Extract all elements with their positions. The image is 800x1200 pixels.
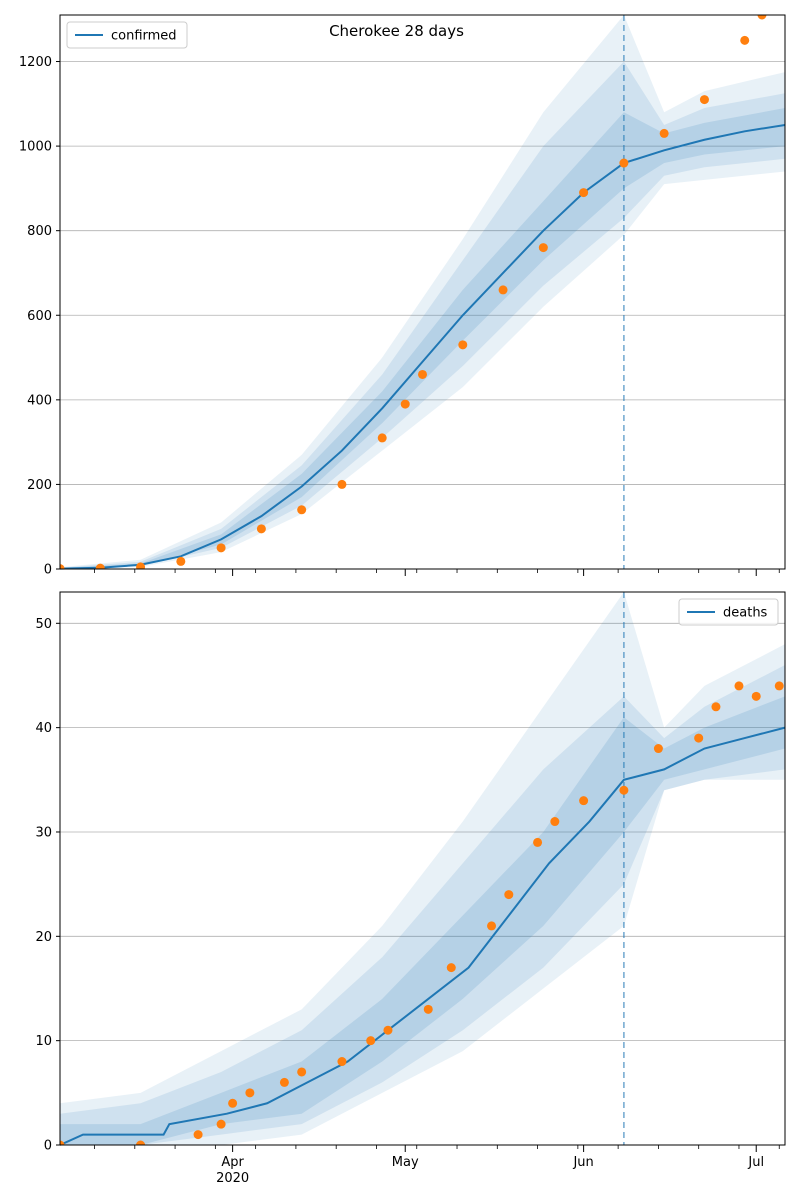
- y-tick-label: 10: [35, 1034, 52, 1049]
- observed-point: [579, 796, 589, 806]
- observed-point: [653, 744, 663, 754]
- observed-point: [694, 733, 704, 743]
- observed-point: [297, 505, 307, 515]
- model-line: [59, 123, 786, 570]
- observed-point: [498, 285, 508, 295]
- observed-point: [60, 564, 65, 569]
- observed-series: [60, 681, 784, 1145]
- observed-point: [279, 1077, 289, 1087]
- y-tick-label: 20: [35, 930, 52, 945]
- observed-point: [504, 890, 514, 900]
- observed-point: [366, 1036, 376, 1046]
- x-tick-label: Apr: [221, 1155, 244, 1170]
- observed-point: [337, 1057, 347, 1067]
- y-tick-label: 200: [27, 478, 52, 493]
- observed-series: [60, 15, 767, 569]
- observed-point: [400, 399, 410, 409]
- legend-box: [66, 21, 188, 49]
- legend-label: deaths: [723, 606, 768, 621]
- observed-point: [136, 1140, 146, 1145]
- model-line: [59, 726, 786, 1146]
- observed-point: [579, 188, 589, 198]
- legend-label: confirmed: [111, 29, 177, 44]
- observed-point: [423, 1004, 433, 1014]
- observed-point: [228, 1098, 238, 1108]
- y-tick-label: 50: [35, 617, 52, 632]
- uncertainty-band: [60, 15, 785, 569]
- observed-point: [533, 837, 543, 847]
- confirmed-chart-panel: 0 200 400 600 800 1000 1200 Cherokee 28 days con…: [19, 14, 786, 578]
- observed-point: [383, 1025, 393, 1035]
- observed-point: [245, 1088, 255, 1098]
- x-year-label: 2020: [216, 1171, 249, 1186]
- observed-point: [734, 681, 744, 691]
- observed-point: [193, 1130, 203, 1140]
- chart-title: Cherokee 28 days: [329, 22, 464, 40]
- observed-point: [774, 681, 784, 691]
- observed-point: [757, 15, 767, 20]
- observed-point: [550, 817, 560, 827]
- x-tick-label: May: [392, 1155, 419, 1170]
- observed-point: [659, 128, 669, 138]
- y-tick-label: 1200: [19, 55, 52, 70]
- observed-point: [216, 543, 226, 553]
- y-tick-label: 400: [27, 393, 52, 408]
- uncertainty-band: [60, 592, 785, 1145]
- observed-point: [751, 691, 761, 701]
- observed-point: [418, 369, 427, 379]
- observed-point: [377, 433, 387, 443]
- y-tick-label: 800: [27, 224, 52, 239]
- uncertainty-band: [60, 696, 785, 1145]
- observed-point: [95, 563, 105, 569]
- observed-point: [619, 158, 629, 168]
- observed-point: [487, 921, 497, 931]
- observed-point: [740, 35, 750, 45]
- observed-point: [136, 562, 146, 569]
- observed-point: [337, 479, 347, 489]
- observed-point: [176, 556, 186, 566]
- plot-frame: [59, 591, 786, 1146]
- x-tick-label: Jul: [747, 1155, 764, 1170]
- observed-point: [256, 524, 266, 534]
- y-tick-label: 30: [35, 825, 52, 840]
- legend-box: [678, 598, 779, 626]
- y-tick-label: 600: [27, 309, 52, 324]
- observed-point: [711, 702, 721, 712]
- y-tick-label: 1000: [19, 140, 52, 155]
- observed-point: [297, 1067, 307, 1077]
- observed-point: [60, 1140, 65, 1145]
- uncertainty-band: [60, 665, 785, 1145]
- plot-frame: [59, 14, 786, 570]
- y-tick-label: 40: [35, 721, 52, 736]
- observed-point: [699, 95, 709, 105]
- observed-point: [216, 1119, 226, 1129]
- observed-point: [619, 785, 629, 795]
- observed-point: [446, 963, 456, 973]
- y-tick-label: 0: [44, 563, 52, 578]
- observed-point: [458, 340, 468, 350]
- x-tick-label: Jun: [572, 1155, 593, 1170]
- uncertainty-band: [60, 61, 785, 570]
- y-tick-label: 0: [44, 1139, 52, 1154]
- observed-point: [538, 243, 548, 253]
- deaths-chart-panel: 0 10 20 30 40 50 Apr May Jun Jul 2020 deaths: [35, 591, 786, 1186]
